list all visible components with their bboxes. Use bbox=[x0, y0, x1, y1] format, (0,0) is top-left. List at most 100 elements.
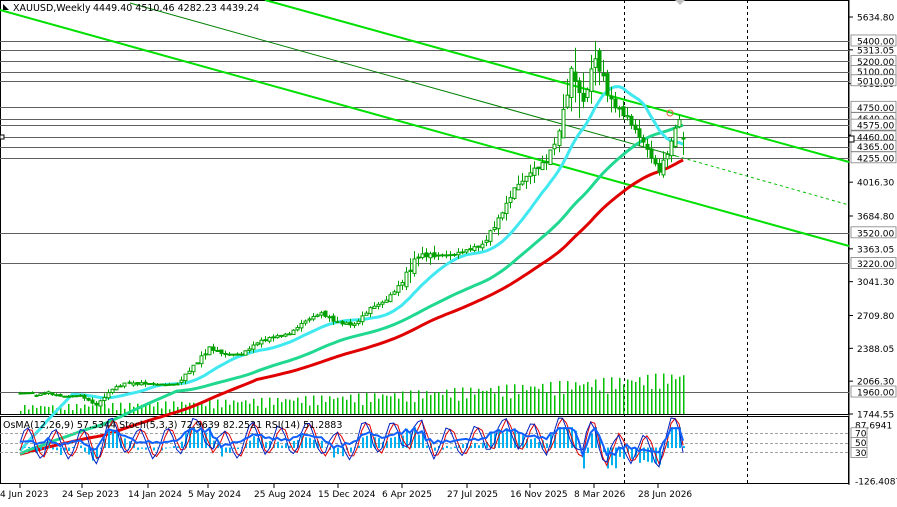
candle-body bbox=[565, 94, 570, 108]
candle-body bbox=[155, 383, 160, 386]
time-axis: 4 Jun 2023 24 Sep 2023 14 Jan 2024 5 May 20… bbox=[0, 484, 692, 500]
volume-bar bbox=[217, 399, 219, 414]
volume-bar bbox=[36, 407, 38, 414]
osma-bar bbox=[333, 447, 335, 458]
high-marker bbox=[666, 109, 674, 117]
candle-body bbox=[259, 339, 264, 345]
volume-bar bbox=[482, 390, 484, 414]
candle-body bbox=[90, 399, 95, 404]
price-tick-label: 3041.30 bbox=[857, 278, 894, 288]
osma-bar bbox=[683, 446, 685, 449]
volume-bar bbox=[108, 408, 110, 414]
volume-bar bbox=[474, 394, 476, 414]
osma-bar bbox=[482, 442, 484, 449]
volume-bar bbox=[285, 399, 287, 414]
candle-body bbox=[50, 392, 55, 396]
candle-body bbox=[247, 348, 252, 352]
volume-bar bbox=[346, 399, 348, 414]
volume-bar bbox=[350, 394, 352, 414]
volume-bar bbox=[358, 393, 360, 414]
volume-bar bbox=[671, 374, 673, 414]
volume-bar bbox=[538, 388, 540, 414]
osma-bar bbox=[100, 447, 102, 449]
volume-bar bbox=[60, 404, 62, 414]
candle-body bbox=[460, 251, 465, 254]
time-tick-label: 24 Sep 2023 bbox=[62, 490, 119, 500]
osma-bar bbox=[205, 432, 207, 449]
volume-bar bbox=[28, 409, 30, 414]
osma-bar bbox=[470, 445, 472, 449]
volume-bar bbox=[486, 390, 488, 414]
osma-bar bbox=[422, 431, 424, 449]
chart-header: XAUUSD,Weekly 4449.40 4510.46 4282.23 44… bbox=[3, 0, 685, 14]
volume-bar bbox=[667, 383, 669, 414]
osma-bar bbox=[157, 447, 159, 449]
osc-axis-label: 30 bbox=[855, 449, 867, 459]
candle-body bbox=[335, 321, 340, 324]
candle-body bbox=[380, 301, 385, 305]
candle-body bbox=[303, 320, 308, 324]
candle-body bbox=[179, 379, 184, 383]
candle-body bbox=[110, 388, 115, 393]
osma-bar bbox=[591, 433, 593, 449]
volume-bar bbox=[430, 395, 432, 414]
osma-bar bbox=[141, 447, 143, 449]
candle-body bbox=[649, 148, 654, 159]
osma-bar bbox=[149, 446, 151, 449]
volume-bar bbox=[257, 405, 259, 414]
level-label: 3220.00 bbox=[857, 260, 894, 270]
level-label-box bbox=[850, 226, 897, 239]
candle-body bbox=[400, 282, 405, 286]
osma-bar bbox=[643, 447, 645, 460]
candle-body bbox=[122, 382, 127, 387]
candle-body bbox=[372, 305, 377, 309]
candle-body bbox=[215, 349, 220, 352]
candle-body bbox=[476, 245, 481, 248]
osma-bar bbox=[506, 428, 508, 449]
candle-body bbox=[540, 162, 545, 171]
volume-bar bbox=[337, 397, 339, 414]
candle-body bbox=[432, 252, 437, 258]
level-label-box bbox=[850, 385, 897, 398]
candle-body bbox=[275, 335, 280, 339]
candle-body bbox=[428, 253, 433, 259]
volume-bar bbox=[265, 407, 267, 414]
candle-body bbox=[323, 310, 328, 317]
osma-bar bbox=[651, 447, 653, 463]
osma-bar bbox=[486, 441, 488, 449]
osma-bar bbox=[675, 427, 677, 449]
candle-body bbox=[243, 350, 248, 356]
stoch-main-line bbox=[19, 417, 684, 468]
level-label-partial: 4575.00 bbox=[857, 122, 894, 132]
scroll-marker-icon bbox=[675, 0, 685, 5]
osma-bar bbox=[317, 440, 319, 449]
volume-bar bbox=[209, 400, 211, 414]
level-label: 4255.00 bbox=[857, 154, 894, 164]
volume-bar bbox=[366, 392, 368, 414]
candle-body bbox=[360, 315, 365, 323]
volume-bar bbox=[64, 409, 66, 414]
osma-bar bbox=[313, 439, 315, 449]
volume-bar bbox=[20, 411, 22, 414]
ma-mid-line bbox=[19, 123, 684, 456]
candle-body bbox=[673, 127, 678, 147]
volume-bar bbox=[550, 381, 552, 414]
candle-body bbox=[299, 322, 304, 329]
volume-bar bbox=[470, 387, 472, 414]
volume-bar bbox=[52, 405, 54, 414]
candle-body bbox=[448, 254, 453, 257]
candle-body bbox=[348, 321, 353, 326]
osma-bar bbox=[554, 434, 556, 449]
candle-body bbox=[175, 383, 180, 386]
candle-body bbox=[26, 392, 31, 395]
candle-body bbox=[267, 336, 272, 342]
osma-bar bbox=[88, 447, 90, 455]
osma-bar bbox=[52, 447, 54, 450]
horizontal-levels bbox=[0, 41, 854, 393]
osma-bar bbox=[402, 435, 404, 449]
osma-bar bbox=[64, 447, 66, 451]
time-tick-label: 15 Dec 2024 bbox=[318, 490, 376, 500]
osc-level-box bbox=[850, 447, 868, 458]
osma-bar bbox=[133, 443, 135, 449]
